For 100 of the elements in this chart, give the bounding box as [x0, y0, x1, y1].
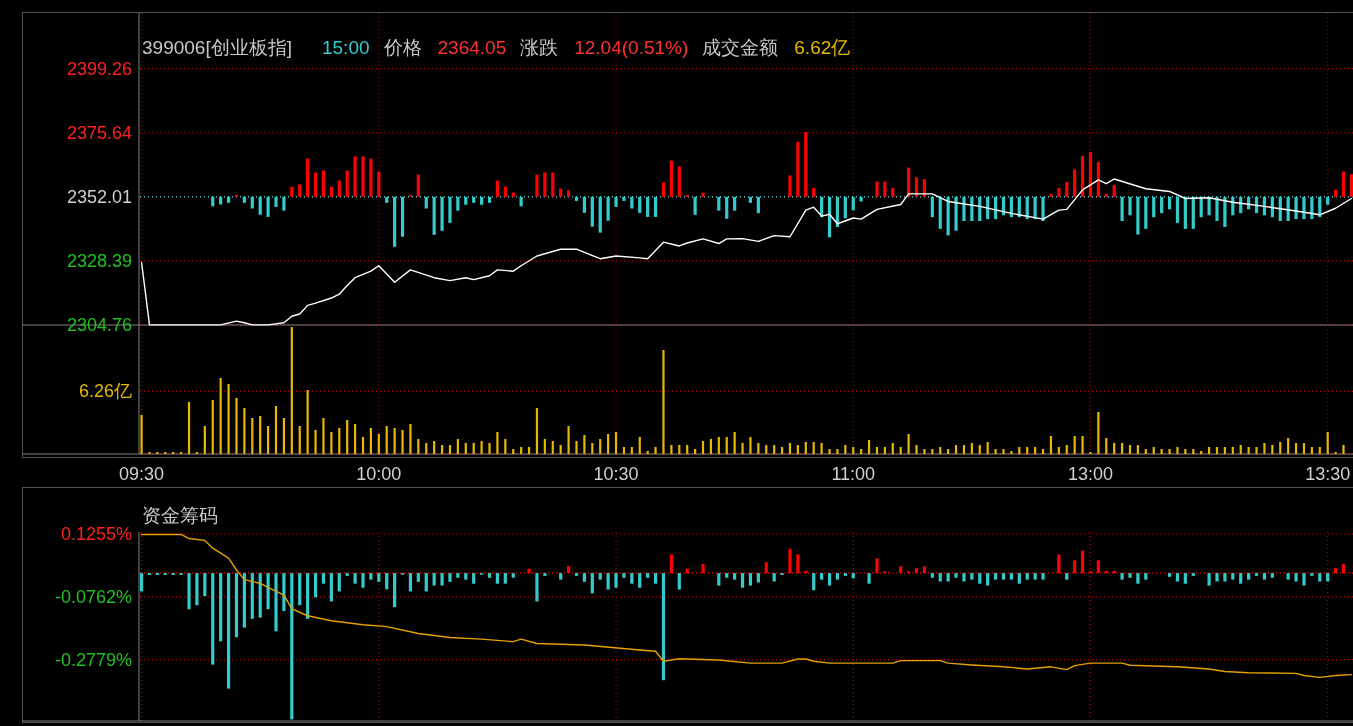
bar: [535, 174, 539, 197]
bar: [1096, 560, 1100, 574]
bar: [575, 441, 578, 454]
bar: [986, 573, 990, 586]
bar: [1128, 445, 1132, 454]
bar: [543, 172, 547, 197]
y-tick-label: 2352.01: [66, 186, 132, 207]
bar: [353, 573, 357, 584]
bar: [456, 573, 460, 578]
bar: [780, 447, 784, 454]
bar: [1160, 449, 1163, 454]
bar: [1287, 438, 1290, 454]
bar: [416, 174, 420, 197]
bar: [796, 445, 799, 454]
bar: [424, 573, 428, 592]
bar: [369, 428, 372, 454]
bar: [480, 441, 483, 454]
bar: [1270, 573, 1274, 578]
bar: [1263, 443, 1266, 454]
y-tick-label: 6.26亿: [78, 381, 132, 402]
bar: [591, 443, 594, 454]
bar: [654, 447, 657, 454]
bar: [622, 447, 626, 454]
text: 399006[创业板指]: [142, 37, 292, 58]
bar: [638, 573, 642, 588]
bar: [337, 180, 341, 197]
bar: [535, 408, 539, 454]
bar: [551, 441, 554, 454]
bar: [978, 445, 981, 454]
bar: [1183, 573, 1187, 584]
bar: [274, 573, 278, 632]
bar: [994, 449, 997, 454]
bar: [1167, 573, 1172, 577]
bar: [1318, 447, 1321, 454]
bar: [1041, 449, 1045, 454]
bar: [1073, 436, 1076, 454]
bar: [346, 420, 349, 454]
bar: [1231, 573, 1235, 580]
bar: [259, 416, 262, 454]
bar: [1026, 447, 1029, 454]
bar: [551, 172, 555, 197]
bar: [1334, 568, 1338, 574]
bar: [970, 443, 973, 454]
bar: [725, 573, 729, 578]
bar: [764, 562, 768, 574]
bar: [867, 440, 871, 454]
bar: [187, 573, 191, 610]
y-tick-label: 2304.76: [66, 315, 132, 335]
bar: [653, 573, 658, 584]
bar: [978, 573, 982, 584]
bar: [930, 573, 934, 578]
bar: [954, 573, 958, 578]
bar: [329, 186, 333, 197]
bar: [1175, 573, 1180, 582]
bar: [417, 439, 420, 454]
bar: [504, 439, 507, 454]
x-tick-label: 13:30: [1305, 464, 1351, 484]
bar: [962, 573, 966, 582]
bar: [1073, 169, 1077, 197]
bar: [1065, 573, 1069, 580]
bar: [566, 190, 571, 197]
bar: [836, 449, 839, 454]
bar: [717, 573, 721, 586]
bar: [369, 573, 373, 580]
bar: [472, 573, 476, 584]
bar: [243, 408, 246, 454]
bar: [377, 434, 380, 454]
bar: [1097, 412, 1100, 454]
bar: [883, 447, 886, 454]
annotation: 2364.05: [437, 37, 507, 58]
bar: [211, 573, 215, 665]
bar: [582, 573, 586, 582]
bar: [496, 432, 499, 454]
bar: [353, 156, 357, 197]
bar: [749, 437, 752, 454]
bar: [440, 573, 444, 586]
bar: [1215, 573, 1219, 582]
bar: [1080, 550, 1085, 574]
bar: [701, 564, 705, 574]
bar: [543, 573, 547, 576]
bar: [1302, 443, 1306, 454]
bar: [313, 172, 318, 197]
bar: [938, 196, 942, 229]
bar: [1033, 573, 1037, 580]
bar: [495, 573, 500, 584]
bar: [804, 132, 808, 197]
bar: [377, 171, 381, 197]
bar: [1001, 573, 1006, 580]
bar: [566, 565, 571, 574]
bar: [1215, 447, 1219, 454]
bar: [701, 192, 705, 197]
bar: [1207, 573, 1211, 586]
bar: [345, 573, 349, 576]
bar: [377, 573, 381, 582]
bar: [1128, 573, 1132, 578]
bar: [891, 443, 894, 454]
bar: [472, 443, 475, 454]
bar: [408, 573, 413, 592]
bar: [694, 449, 697, 454]
y-tick-label: 2375.64: [66, 122, 132, 143]
